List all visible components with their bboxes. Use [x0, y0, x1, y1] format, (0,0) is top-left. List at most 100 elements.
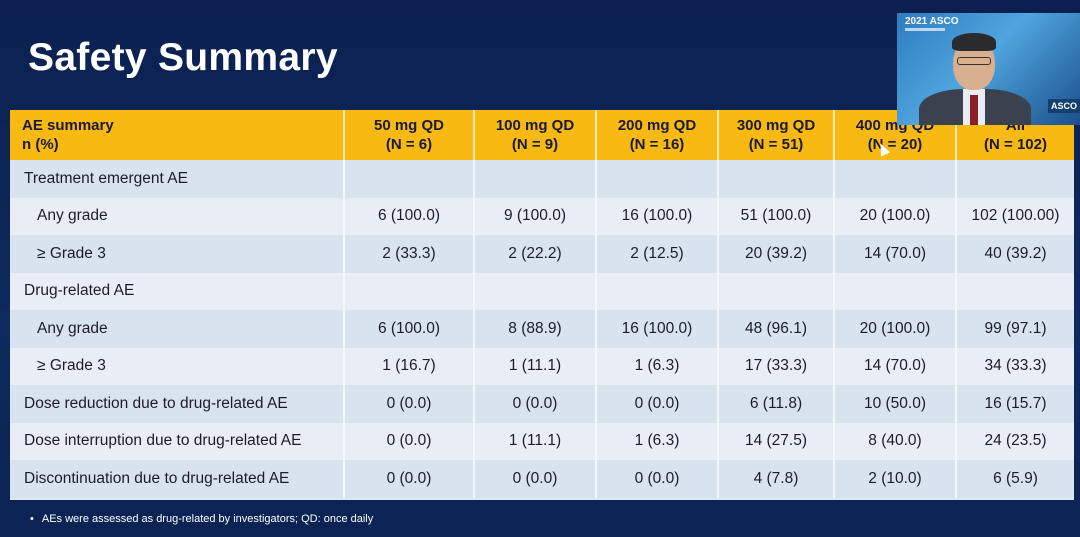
- table-cell: 51 (100.0): [718, 197, 835, 235]
- table-cell: 8 (40.0): [834, 422, 957, 460]
- table-cell: 1 (11.1): [474, 422, 597, 460]
- header-line2: (N = 16): [629, 136, 685, 153]
- table-cell: [956, 160, 1074, 198]
- table-cell: 24 (23.5): [956, 422, 1074, 460]
- ae-summary-table: AE summary n (%) 50 mg QD (N = 6) 100 mg…: [10, 110, 1074, 498]
- table-cell: 0 (0.0): [474, 385, 597, 423]
- table-cell: 6 (5.9): [956, 460, 1074, 498]
- footnote-text: AEs were assessed as drug-related by inv…: [41, 513, 374, 525]
- table-cell: 1 (16.7): [344, 347, 475, 385]
- header-line2: (N = 20): [867, 136, 923, 153]
- table-row-drae-grade3: ≥ Grade 3 1 (16.7) 1 (11.1) 1 (6.3) 17 (…: [10, 347, 1074, 385]
- table-cell: 14 (70.0): [834, 347, 957, 385]
- row-label: Treatment emergent AE: [10, 160, 345, 198]
- table-cell: 6 (100.0): [344, 310, 475, 348]
- table-cell: 14 (70.0): [834, 235, 957, 273]
- table-cell: 1 (11.1): [474, 347, 597, 385]
- row-label: Any grade: [10, 197, 345, 235]
- table-row-discontinuation: Discontinuation due to drug-related AE 0…: [10, 460, 1074, 498]
- speaker-video-feed[interactable]: 2021 ASCO ASCO: [897, 13, 1080, 125]
- table-cell: 4 (7.8): [718, 460, 835, 498]
- row-label: Dose interruption due to drug-related AE: [10, 422, 345, 460]
- table-cell: 20 (100.0): [834, 310, 957, 348]
- table-row-teae-grade3: ≥ Grade 3 2 (33.3) 2 (22.2) 2 (12.5) 20 …: [10, 235, 1074, 273]
- table-cell: 10 (50.0): [834, 385, 957, 423]
- slide-title: Safety Summary: [28, 36, 338, 79]
- header-line1: 200 mg QD: [617, 117, 697, 134]
- row-label: Discontinuation due to drug-related AE: [10, 460, 345, 498]
- table-cell: 1 (6.3): [596, 347, 719, 385]
- table-row-drug-related-ae: Drug-related AE: [10, 272, 1074, 310]
- header-300mg: 300 mg QD (N = 51): [718, 110, 835, 160]
- table-cell: [344, 160, 475, 198]
- table-cell: 34 (33.3): [956, 347, 1074, 385]
- table-cell: 48 (96.1): [718, 310, 835, 348]
- header-line1: 50 mg QD: [373, 117, 445, 134]
- table-cell: 20 (100.0): [834, 197, 957, 235]
- header-100mg: 100 mg QD (N = 9): [474, 110, 597, 160]
- row-label: Any grade: [10, 310, 345, 348]
- header-line2: (N = 6): [385, 136, 433, 153]
- asco-badge: ASCO: [1047, 99, 1080, 113]
- table-cell: [834, 272, 957, 310]
- table-cell: 0 (0.0): [344, 460, 475, 498]
- table-row-treatment-emergent-ae: Treatment emergent AE: [10, 160, 1074, 198]
- table-cell: 16 (100.0): [596, 197, 719, 235]
- slide-footnote: • AEs were assessed as drug-related by in…: [30, 513, 373, 525]
- header-50mg: 50 mg QD (N = 6): [344, 110, 475, 160]
- table-cell: 8 (88.9): [474, 310, 597, 348]
- table-row-dose-interruption: Dose interruption due to drug-related AE…: [10, 422, 1074, 460]
- table-cell: 2 (10.0): [834, 460, 957, 498]
- table-cell: 6 (11.8): [718, 385, 835, 423]
- header-ae-summary-line1: AE summary: [22, 117, 114, 134]
- header-200mg: 200 mg QD (N = 16): [596, 110, 719, 160]
- row-label: Drug-related AE: [10, 272, 345, 310]
- footnote-bullet: •: [30, 513, 34, 525]
- table-header-row: AE summary n (%) 50 mg QD (N = 6) 100 mg…: [10, 110, 1074, 160]
- table-cell: [956, 272, 1074, 310]
- table-cell: 14 (27.5): [718, 422, 835, 460]
- header-ae-summary-line2: n (%): [22, 136, 59, 153]
- table-cell: 16 (15.7): [956, 385, 1074, 423]
- table-cell: 16 (100.0): [596, 310, 719, 348]
- table-cell: [596, 272, 719, 310]
- table-cell: 0 (0.0): [344, 422, 475, 460]
- table-cell: 0 (0.0): [474, 460, 597, 498]
- header-line1: 100 mg QD: [495, 117, 575, 134]
- table-cell: 17 (33.3): [718, 347, 835, 385]
- header-ae-summary: AE summary n (%): [10, 110, 345, 160]
- table-cell: 2 (33.3): [344, 235, 475, 273]
- table-cell: 0 (0.0): [596, 385, 719, 423]
- table-cell: [474, 160, 597, 198]
- table-cell: [344, 272, 475, 310]
- table-row-teae-any-grade: Any grade 6 (100.0) 9 (100.0) 16 (100.0)…: [10, 197, 1074, 235]
- header-line1: 300 mg QD: [736, 117, 816, 134]
- table-cell: [474, 272, 597, 310]
- table-cell: [718, 272, 835, 310]
- table-cell: [718, 160, 835, 198]
- table-row-drae-any-grade: Any grade 6 (100.0) 8 (88.9) 16 (100.0) …: [10, 310, 1074, 348]
- table-cell: [596, 160, 719, 198]
- table-cell: 20 (39.2): [718, 235, 835, 273]
- table-cell: [834, 160, 957, 198]
- table-cell: 1 (6.3): [596, 422, 719, 460]
- table-cell: 0 (0.0): [596, 460, 719, 498]
- table-cell: 40 (39.2): [956, 235, 1074, 273]
- row-label: ≥ Grade 3: [10, 235, 345, 273]
- table-cell: 102 (100.00): [956, 197, 1074, 235]
- table-cell: 9 (100.0): [474, 197, 597, 235]
- speaker-hair: [952, 33, 996, 51]
- table-cell: 99 (97.1): [956, 310, 1074, 348]
- row-label: Dose reduction due to drug-related AE: [10, 385, 345, 423]
- asco-logo: 2021 ASCO: [905, 16, 959, 27]
- table-cell: 0 (0.0): [344, 385, 475, 423]
- table-row-dose-reduction: Dose reduction due to drug-related AE 0 …: [10, 385, 1074, 423]
- row-label: ≥ Grade 3: [10, 347, 345, 385]
- ae-summary-table-container: AE summary n (%) 50 mg QD (N = 6) 100 mg…: [10, 110, 1074, 500]
- speaker-glasses: [957, 57, 991, 65]
- table-cell: 2 (22.2): [474, 235, 597, 273]
- header-line2: (N = 9): [511, 136, 559, 153]
- table-cell: 2 (12.5): [596, 235, 719, 273]
- header-line2: (N = 102): [984, 136, 1047, 153]
- asco-logo-subline: [905, 28, 945, 31]
